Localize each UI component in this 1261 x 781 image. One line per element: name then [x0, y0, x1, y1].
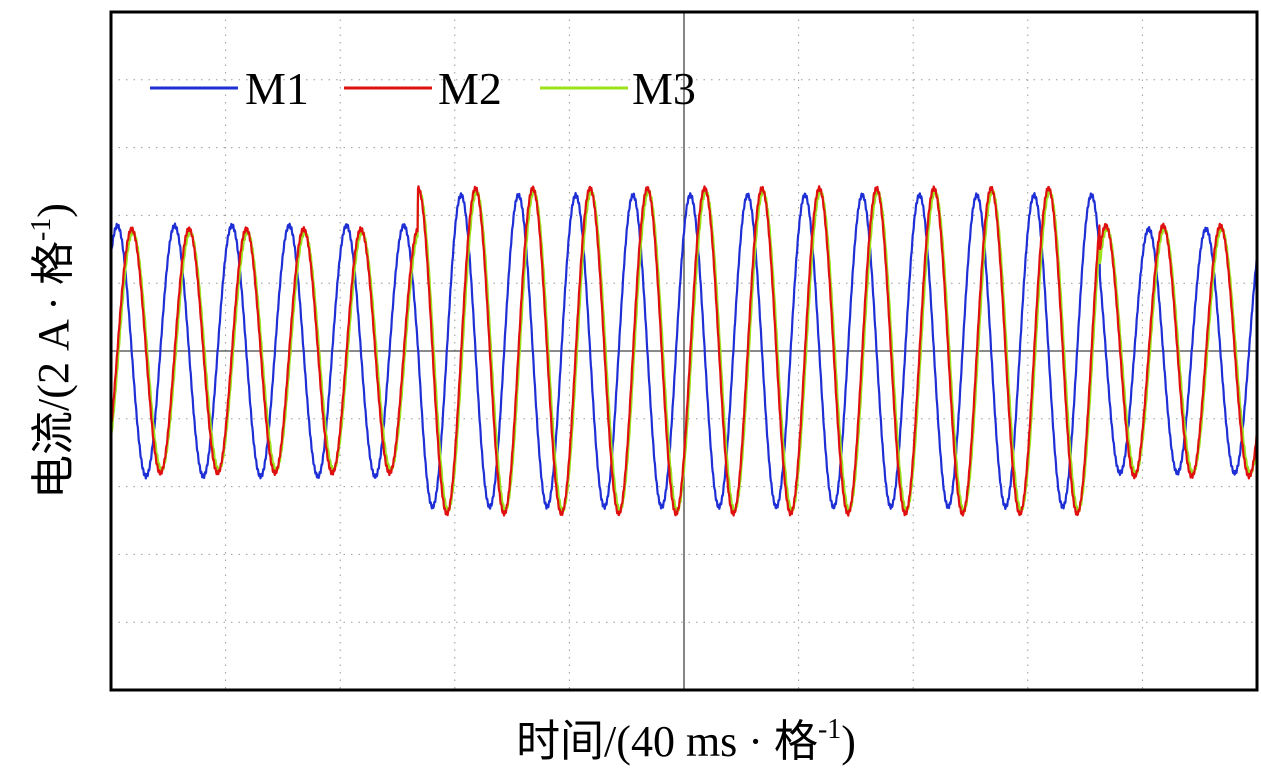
series-group: [109, 185, 1259, 517]
grid: [111, 12, 1257, 690]
series-line-m2: [109, 185, 1259, 517]
x-axis-label-main: 时间/(40 ms · 格: [516, 717, 818, 766]
series-line-m1: [109, 191, 1259, 511]
y-axis-label-close: ): [29, 203, 78, 218]
legend-label-m2: M2: [438, 63, 502, 114]
legend-label-m3: M3: [632, 63, 696, 114]
x-axis-label-superscript: -1: [818, 714, 841, 745]
legend: M1 M2 M3: [150, 63, 696, 114]
x-axis-label: 时间/(40 ms · 格-1): [516, 714, 856, 766]
y-axis-label-superscript: -1: [26, 218, 57, 241]
y-axis-label-main: 电流/(2 A · 格: [29, 241, 78, 499]
legend-label-m1: M1: [245, 63, 309, 114]
x-axis-label-close: ): [841, 717, 856, 766]
y-axis-label: 电流/(2 A · 格-1): [26, 203, 78, 499]
plot-frame: [109, 10, 1259, 692]
series-line-m3: [109, 188, 1259, 514]
